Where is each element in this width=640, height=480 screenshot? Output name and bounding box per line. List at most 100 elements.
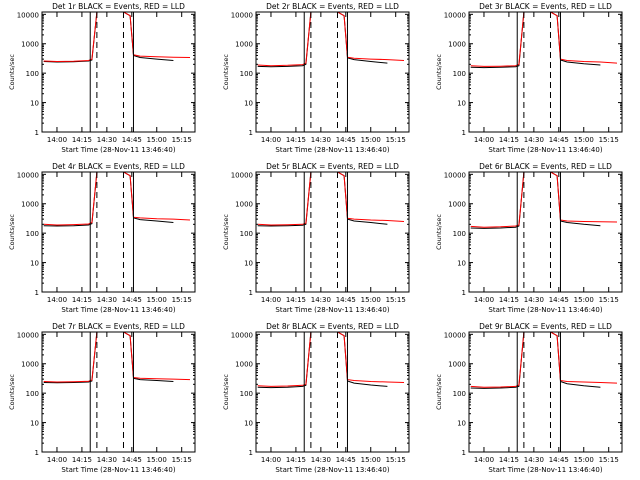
chart-panel: 1 10 100 1000 10000 14:00 14:15 14:30 14:45 15:00… [8,322,196,474]
x-tick-label: 14:00 [261,136,281,144]
y-tick-label: 10000 [231,11,253,19]
x-tick-label: 14:15 [499,136,519,144]
y-tick-label: 1000 [448,201,466,209]
lld-series-line [43,331,191,383]
events-series-line [43,11,174,63]
plot-frame [468,11,623,133]
y-tick-label: 100 [240,70,253,78]
chart-panel: 1 10 100 1000 10000 14:00 14:15 14:30 14:45 15:00… [8,162,196,314]
x-tick-label: 14:15 [499,456,519,464]
x-tick-label: 15:00 [574,296,594,304]
y-tick-label: 10000 [231,331,253,339]
lld-series-line [470,331,618,388]
x-tick-label: 14:45 [549,296,569,304]
y-axis-label: Counts/sec [435,374,443,410]
x-axis-label: Start Time (28-Nov-11 13:46:40) [275,466,389,474]
x-tick-label: 14:30 [524,296,544,304]
x-tick-label: 14:15 [286,456,306,464]
events-series-line [470,331,601,389]
x-tick-label: 14:15 [72,136,92,144]
x-axis-label: Start Time (28-Nov-11 13:46:40) [61,466,175,474]
y-tick-label: 1000 [235,361,253,369]
x-tick-label: 14:45 [122,136,142,144]
x-tick-label: 14:45 [549,456,569,464]
x-tick-label: 15:15 [172,296,192,304]
x-tick-label: 15:15 [386,456,406,464]
x-tick-label: 14:45 [336,136,356,144]
y-tick-label: 1 [35,289,39,297]
y-tick-label: 10 [457,260,466,268]
x-tick-label: 15:00 [361,296,381,304]
y-tick-label: 1 [35,449,39,457]
y-tick-label: 10 [30,260,39,268]
x-tick-label: 14:00 [261,296,281,304]
x-tick-label: 14:00 [474,136,494,144]
chart-panel: 1 10 100 1000 10000 14:00 14:15 14:30 14:45 15:00… [222,322,410,474]
plot-frame [468,171,623,293]
x-tick-label: 14:45 [122,296,142,304]
x-axis-label: Start Time (28-Nov-11 13:46:40) [275,306,389,314]
x-tick-label: 15:15 [599,136,619,144]
y-tick-label: 10000 [17,11,39,19]
x-tick-label: 14:00 [47,136,67,144]
y-tick-label: 1000 [21,361,39,369]
plot-frame [468,331,623,453]
chart-title: Det 1r BLACK = Events, RED = LLD [52,2,185,11]
y-tick-label: 1000 [21,201,39,209]
y-axis-label: Counts/sec [8,374,16,410]
chart-title: Det 7r BLACK = Events, RED = LLD [52,322,185,331]
y-tick-label: 10000 [17,171,39,179]
chart-title: Det 3r BLACK = Events, RED = LLD [479,2,612,11]
x-tick-label: 14:00 [47,456,67,464]
y-tick-label: 10000 [231,171,253,179]
lld-series-line [257,171,405,226]
chart-title: Det 4r BLACK = Events, RED = LLD [52,162,185,171]
chart-title: Det 2r BLACK = Events, RED = LLD [266,2,399,11]
events-series-line [43,331,174,384]
x-tick-label: 15:15 [386,296,406,304]
x-tick-label: 15:00 [147,296,167,304]
lld-series-line [43,171,191,226]
x-tick-label: 15:15 [599,456,619,464]
chart-title: Det 5r BLACK = Events, RED = LLD [266,162,399,171]
events-series-line [470,11,601,69]
y-tick-label: 10000 [444,331,466,339]
y-tick-label: 10000 [17,331,39,339]
x-tick-label: 15:00 [147,456,167,464]
y-axis-label: Counts/sec [222,214,230,250]
x-tick-label: 15:15 [599,296,619,304]
y-tick-label: 100 [240,230,253,238]
x-tick-label: 14:15 [286,136,306,144]
y-tick-label: 1000 [448,361,466,369]
x-tick-label: 14:15 [72,456,92,464]
x-tick-label: 14:45 [336,456,356,464]
x-tick-label: 14:30 [311,296,331,304]
y-tick-label: 10 [30,420,39,428]
x-tick-label: 15:15 [172,136,192,144]
y-tick-label: 1 [249,449,253,457]
y-tick-label: 10 [244,260,253,268]
lld-series-line [470,171,618,228]
y-tick-label: 1 [462,449,466,457]
x-tick-label: 15:00 [147,136,167,144]
x-tick-label: 15:15 [386,136,406,144]
chart-title: Det 8r BLACK = Events, RED = LLD [266,322,399,331]
x-tick-label: 14:30 [311,456,331,464]
x-tick-label: 14:00 [47,296,67,304]
events-series-line [257,171,388,227]
chart-panel: 1 10 100 1000 10000 14:00 14:15 14:30 14:45 15:00… [435,322,623,474]
x-tick-label: 14:15 [499,296,519,304]
x-tick-label: 15:00 [361,456,381,464]
y-axis-label: Counts/sec [222,54,230,90]
x-tick-label: 14:45 [122,456,142,464]
x-tick-label: 14:30 [311,136,331,144]
x-axis-label: Start Time (28-Nov-11 13:46:40) [488,466,602,474]
y-tick-label: 10 [457,100,466,108]
y-tick-label: 1000 [235,201,253,209]
x-tick-label: 14:45 [549,136,569,144]
y-tick-label: 100 [240,390,253,398]
x-axis-label: Start Time (28-Nov-11 13:46:40) [275,146,389,154]
plot-frame [255,11,410,133]
x-tick-label: 14:30 [524,136,544,144]
y-axis-label: Counts/sec [8,214,16,250]
